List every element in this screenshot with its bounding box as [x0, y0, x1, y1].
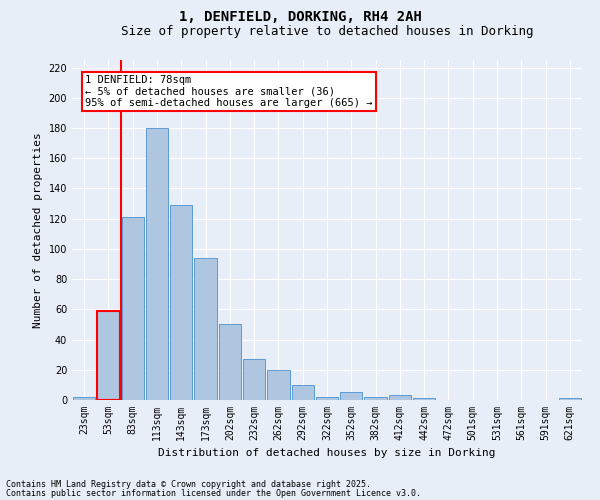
- Bar: [267, 370, 290, 400]
- Bar: [292, 385, 314, 400]
- Bar: [559, 398, 581, 400]
- Bar: [73, 397, 95, 400]
- Bar: [97, 311, 119, 400]
- Text: 1, DENFIELD, DORKING, RH4 2AH: 1, DENFIELD, DORKING, RH4 2AH: [179, 10, 421, 24]
- Bar: [122, 217, 144, 400]
- Text: 1 DENFIELD: 78sqm
← 5% of detached houses are smaller (36)
95% of semi-detached : 1 DENFIELD: 78sqm ← 5% of detached house…: [85, 75, 373, 108]
- X-axis label: Distribution of detached houses by size in Dorking: Distribution of detached houses by size …: [158, 448, 496, 458]
- Bar: [218, 324, 241, 400]
- Bar: [364, 397, 387, 400]
- Text: Contains HM Land Registry data © Crown copyright and database right 2025.: Contains HM Land Registry data © Crown c…: [6, 480, 371, 489]
- Bar: [340, 392, 362, 400]
- Bar: [170, 205, 193, 400]
- Bar: [413, 398, 436, 400]
- Bar: [389, 396, 411, 400]
- Bar: [146, 128, 168, 400]
- Bar: [243, 359, 265, 400]
- Y-axis label: Number of detached properties: Number of detached properties: [33, 132, 43, 328]
- Title: Size of property relative to detached houses in Dorking: Size of property relative to detached ho…: [121, 25, 533, 38]
- Bar: [194, 258, 217, 400]
- Bar: [316, 397, 338, 400]
- Text: Contains public sector information licensed under the Open Government Licence v3: Contains public sector information licen…: [6, 488, 421, 498]
- Bar: [97, 311, 119, 400]
